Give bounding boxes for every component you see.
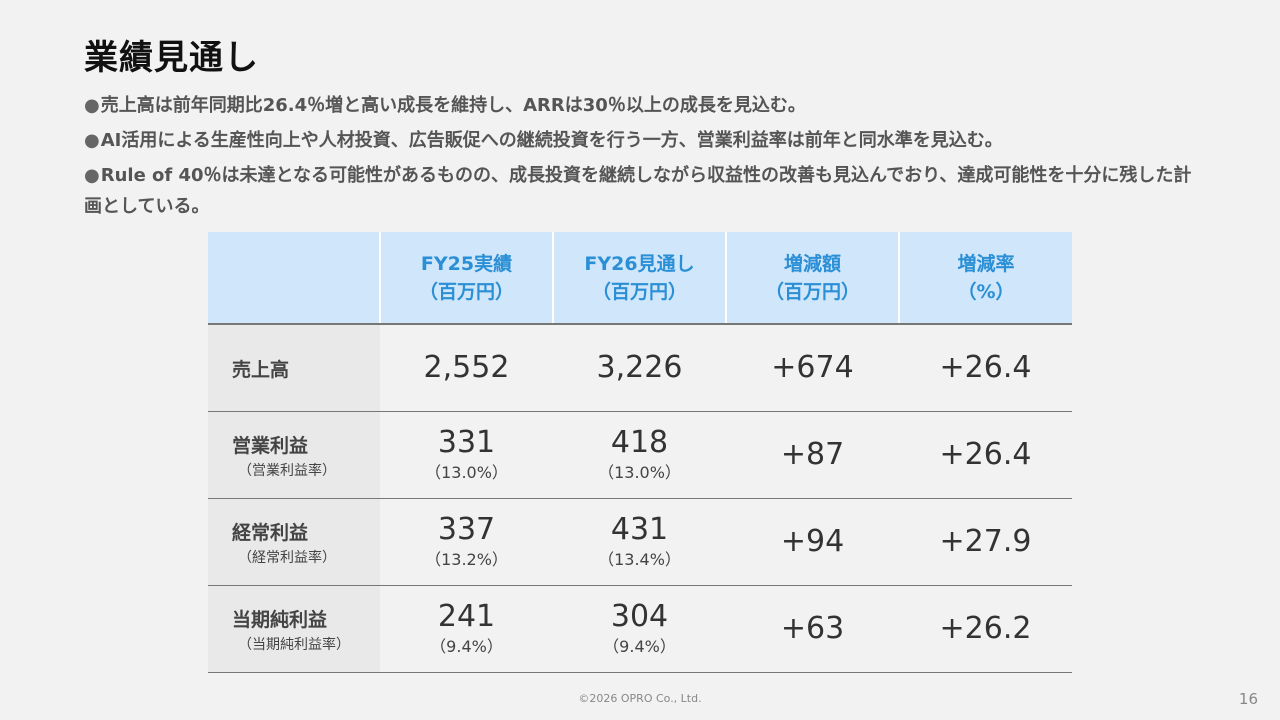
copyright-footer: ©2026 OPRO Co., Ltd. <box>578 692 702 705</box>
table-row: 売上高 2,552 3,226 +674 +26.4 <box>208 324 1072 412</box>
bullet-item: ●売上高は前年同期比26.4％増と高い成長を維持し、ARRは30％以上の成長を見… <box>84 90 1204 121</box>
cell-diff: +87 <box>726 411 899 499</box>
bullet-dot-icon: ● <box>84 165 100 186</box>
cell-fy26: 304 （9.4%） <box>553 585 726 673</box>
bullet-dot-icon: ● <box>84 95 100 116</box>
page-number: 16 <box>1238 690 1258 708</box>
cell-diff: +63 <box>726 585 899 673</box>
header-rate: 増減率 （%） <box>898 232 1072 325</box>
page-title: 業績見通し <box>84 38 259 78</box>
row-label: 当期純利益 （当期純利益率） <box>208 585 380 673</box>
bullet-list: ●売上高は前年同期比26.4％増と高い成長を維持し、ARRは30％以上の成長を見… <box>84 90 1204 226</box>
table-row: 経常利益 （経常利益率） 337 （13.2%） 431 （13.4%） +94 +2… <box>208 498 1072 586</box>
bullet-text: AI活用による生産性向上や人材投資、広告販促への継続投資を行う一方、営業利益率は… <box>100 130 1003 151</box>
cell-fy25: 337 （13.2%） <box>380 498 553 586</box>
row-label: 営業利益 （営業利益率） <box>208 411 380 499</box>
cell-rate: +26.2 <box>899 585 1072 673</box>
table-row: 営業利益 （営業利益率） 331 （13.0%） 418 （13.0%） +87 +2… <box>208 411 1072 499</box>
cell-fy25: 2,552 <box>380 324 553 412</box>
table-header-row: FY25実績 （百万円） FY26見通し （百万円） 増減額 （百万円） 増減率 （%） <box>208 232 1072 325</box>
row-label: 売上高 <box>208 324 380 412</box>
bullet-dot-icon: ● <box>84 130 100 151</box>
header-empty <box>208 232 380 325</box>
cell-fy25: 331 （13.0%） <box>380 411 553 499</box>
header-diff: 増減額 （百万円） <box>725 232 899 325</box>
bullet-text: Rule of 40％は未達となる可能性があるものの、成長投資を継続しながら収益… <box>84 165 1192 217</box>
table-row: 当期純利益 （当期純利益率） 241 （9.4%） 304 （9.4%） +63 +2… <box>208 585 1072 673</box>
bullet-item: ●Rule of 40％は未達となる可能性があるものの、成長投資を継続しながら収… <box>84 160 1204 222</box>
header-fy25: FY25実績 （百万円） <box>379 232 553 325</box>
cell-diff: +94 <box>726 498 899 586</box>
cell-diff: +674 <box>726 324 899 412</box>
cell-fy26: 418 （13.0%） <box>553 411 726 499</box>
header-fy26: FY26見通し （百万円） <box>552 232 726 325</box>
cell-rate: +26.4 <box>899 411 1072 499</box>
cell-fy25: 241 （9.4%） <box>380 585 553 673</box>
forecast-table: FY25実績 （百万円） FY26見通し （百万円） 増減額 （百万円） 増減率 （%）… <box>208 232 1072 673</box>
cell-rate: +26.4 <box>899 324 1072 412</box>
bullet-item: ●AI活用による生産性向上や人材投資、広告販促への継続投資を行う一方、営業利益率… <box>84 125 1204 156</box>
cell-rate: +27.9 <box>899 498 1072 586</box>
cell-fy26: 431 （13.4%） <box>553 498 726 586</box>
row-label: 経常利益 （経常利益率） <box>208 498 380 586</box>
cell-fy26: 3,226 <box>553 324 726 412</box>
bullet-text: 売上高は前年同期比26.4％増と高い成長を維持し、ARRは30％以上の成長を見込… <box>100 95 806 116</box>
